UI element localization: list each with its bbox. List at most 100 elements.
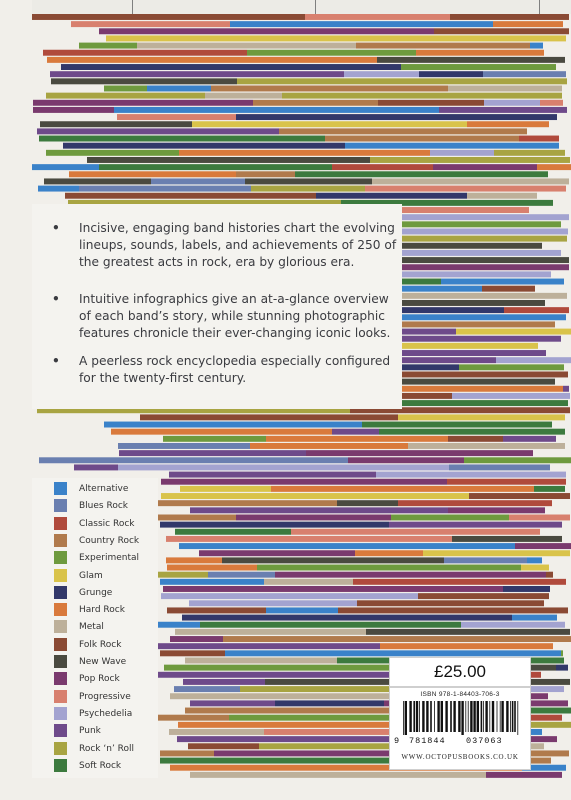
genre-bar-segment xyxy=(190,771,486,778)
genre-bar-segment xyxy=(163,586,503,592)
barcode-bar xyxy=(415,701,419,732)
genre-bar-segment xyxy=(338,607,568,614)
genre-bar-segment xyxy=(222,557,444,564)
genre-bar-segment xyxy=(441,278,564,285)
genre-bar-segment xyxy=(447,478,566,485)
genre-bar-segment xyxy=(372,178,569,185)
genre-bar-segment xyxy=(371,242,542,249)
genre-bar-segment xyxy=(448,85,562,92)
genre-bar-segment xyxy=(205,92,282,99)
genre-bar-segment xyxy=(322,92,562,99)
genre-bar-segment xyxy=(325,135,519,142)
genre-bar-segment xyxy=(200,621,461,628)
legend-label: Rock ‘n’ Roll xyxy=(79,743,135,754)
genre-bar-segment xyxy=(329,643,380,650)
genre-bar-segment xyxy=(147,85,211,92)
genre-bar-segment xyxy=(177,736,436,743)
genre-bar-segment xyxy=(305,14,450,20)
genre-bar-segment xyxy=(189,600,357,607)
barcode-bar xyxy=(511,701,514,732)
genre-bar-segment xyxy=(467,121,549,128)
genre-bar-segment xyxy=(391,514,509,521)
genre-bar-segment xyxy=(137,42,356,49)
genre-bar-segment xyxy=(527,557,542,564)
genre-bar-segment xyxy=(264,578,353,585)
genre-bar-segment xyxy=(37,128,279,135)
barcode-bar xyxy=(517,701,519,735)
genre-bar-segment xyxy=(266,607,338,614)
blurb-panel: • Incisive, engaging band histories char… xyxy=(32,204,402,409)
genre-bar-segment xyxy=(99,164,332,171)
genre-bar-segment xyxy=(180,485,271,492)
genre-bar-segment xyxy=(512,614,557,621)
legend-label: Pop Rock xyxy=(79,674,120,685)
genre-bar-segment xyxy=(225,650,561,657)
genre-bar-segment xyxy=(394,214,569,221)
barcode-bar xyxy=(501,701,504,732)
legend-label: Psychedelia xyxy=(79,708,133,719)
genre-bar-segment xyxy=(257,564,521,571)
genre-bar-segment xyxy=(240,686,416,693)
genre-bar-segment xyxy=(163,435,266,442)
genre-bar-segment xyxy=(275,700,384,707)
genre-bar-segment xyxy=(169,471,376,478)
legend-label: Experimental xyxy=(79,553,140,564)
genre-bar-segment xyxy=(355,550,423,557)
barcode-bar xyxy=(453,701,456,732)
genre-bar-segment xyxy=(160,521,389,528)
genre-bar-segment xyxy=(167,607,266,614)
price-box: £25.00 xyxy=(389,657,531,687)
genre-bar-segment xyxy=(351,292,567,299)
genre-bar-segment xyxy=(166,557,222,564)
barcode-bar xyxy=(491,701,495,732)
genre-bar-segment xyxy=(160,578,264,585)
genre-bar-segment xyxy=(385,249,561,256)
genre-bar-segment xyxy=(236,114,557,121)
genre-bar-segment xyxy=(185,707,353,714)
genre-bar-segment xyxy=(151,178,245,185)
genre-bar-segment xyxy=(158,500,337,507)
genre-bar-segment xyxy=(286,228,568,235)
genre-bar-segment xyxy=(494,149,565,156)
genre-bar-segment xyxy=(389,521,562,528)
barcode-bar xyxy=(467,701,469,732)
legend-label: Progressive xyxy=(79,691,131,702)
barcode-bar xyxy=(470,701,473,732)
genre-bar-segment xyxy=(236,514,391,521)
genre-bar-segment xyxy=(190,507,448,514)
genre-bar-segment xyxy=(158,714,229,721)
genre-bar-segment xyxy=(237,78,321,85)
genre-bar-segment xyxy=(402,400,568,407)
legend-swatch xyxy=(54,516,67,530)
genre-bar-segment xyxy=(345,350,546,356)
isbn: ISBN 978-1-84403-706-3 xyxy=(420,691,500,698)
legend-label: Blues Rock xyxy=(79,501,128,512)
legend-swatch xyxy=(54,655,67,668)
genre-bar-segment xyxy=(362,421,552,428)
genre-bar-segment xyxy=(398,414,565,421)
genre-bar-segment xyxy=(209,729,264,735)
genre-bar-segment xyxy=(174,686,240,693)
genre-bar-segment xyxy=(106,35,413,42)
genre-bar-segment xyxy=(167,564,257,571)
barcode-bar xyxy=(480,701,483,732)
genre-bar-segment xyxy=(546,571,553,578)
genre-bar-segment xyxy=(39,457,348,464)
legend-label: Glam xyxy=(79,570,103,581)
genre-bar-segment xyxy=(170,764,522,771)
genre-bar-segment xyxy=(493,21,563,28)
genre-bar-segment xyxy=(74,464,118,471)
genre-bar-segment xyxy=(44,178,151,185)
genre-bar-segment xyxy=(496,357,571,364)
legend-swatch xyxy=(54,741,67,755)
genre-legend: Alternative Blues Rock Classic Rock Country… xyxy=(32,478,158,778)
genre-bar-segment xyxy=(170,693,442,700)
genre-bar-segment xyxy=(348,457,464,464)
genre-bar-segment xyxy=(169,729,209,735)
barcode-box: ISBN 978-1-84403-706-3 9 781844 037063 W… xyxy=(389,687,531,770)
genre-bar-segment xyxy=(467,192,537,199)
genre-bar-segment xyxy=(46,149,179,156)
genre-bar-segment xyxy=(158,571,208,578)
genre-bar-segment xyxy=(104,421,362,428)
barcode-bar xyxy=(489,701,491,732)
